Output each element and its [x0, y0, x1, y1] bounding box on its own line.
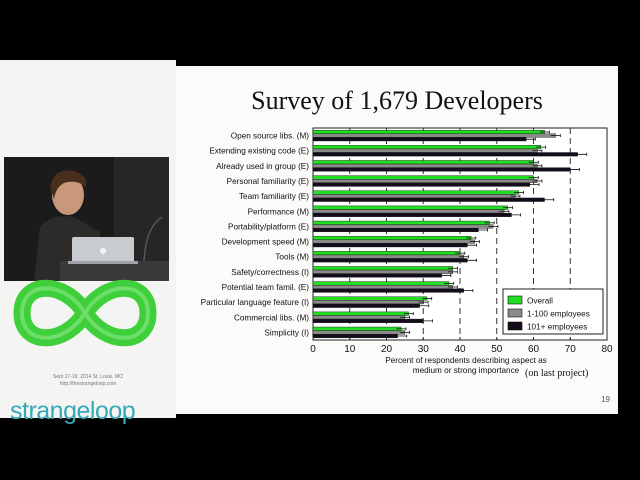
bar	[312, 318, 424, 323]
bar	[312, 243, 468, 248]
category-label: Team familiarity (E)	[239, 192, 309, 201]
strangeloop-infinity-logo	[13, 279, 157, 347]
legend-label: Overall	[527, 297, 553, 306]
speaker-hair	[50, 170, 87, 199]
conference-sidebar: ● strangeloop Sept 17-19, 2014 St. Louis…	[0, 60, 176, 425]
bar	[312, 133, 556, 138]
bar	[312, 148, 538, 153]
bar	[312, 303, 420, 308]
bar	[312, 137, 527, 142]
bar	[312, 205, 508, 210]
bar	[312, 239, 475, 244]
bar	[312, 330, 406, 335]
bar	[312, 254, 464, 259]
bar	[312, 273, 442, 278]
legend-label: 1-100 employees	[527, 310, 590, 319]
bar	[312, 284, 453, 289]
category-label: Potential team famil. (E)	[222, 283, 310, 292]
x-tick-label: 60	[528, 344, 540, 355]
event-dates-location: Sept 17-19, 2014 St. Louis, MO	[52, 374, 124, 380]
bar	[312, 296, 428, 301]
category-label: Simplicity (I)	[264, 328, 309, 337]
category-label: Already used in group (E)	[216, 162, 309, 171]
category-label: Portability/platform (E)	[228, 222, 309, 231]
slide-number: 19	[601, 395, 610, 404]
bar	[312, 212, 512, 217]
x-tick-label: 50	[491, 344, 503, 355]
x-tick-label: 20	[381, 344, 393, 355]
bar	[312, 326, 402, 331]
bar	[312, 334, 398, 339]
category-label: Extending existing code (E)	[209, 147, 309, 156]
category-label: Development speed (M)	[222, 238, 310, 247]
bar	[312, 178, 538, 183]
event-url[interactable]: http://thestrangeloop.com	[59, 381, 117, 387]
bar	[312, 152, 578, 157]
bar	[312, 281, 450, 286]
x-tick-label: 40	[454, 344, 466, 355]
legend-label: 101+ employees	[527, 323, 587, 332]
bar	[312, 224, 494, 229]
bar	[312, 300, 424, 305]
bar	[312, 194, 516, 199]
bar	[312, 288, 464, 293]
category-label: Particular language feature (I)	[201, 298, 310, 307]
x-tick-label: 80	[601, 344, 613, 355]
slide-annotation: (on last project)	[525, 368, 588, 379]
bar	[312, 311, 409, 316]
category-label: Tools (M)	[275, 253, 309, 262]
bar	[312, 167, 571, 172]
legend-swatch	[507, 295, 523, 305]
category-label: Open source libs. (M)	[231, 132, 310, 141]
bar	[312, 266, 453, 271]
bar	[312, 175, 534, 180]
bar	[312, 258, 468, 263]
bar	[312, 182, 531, 187]
x-tick-label: 30	[418, 344, 430, 355]
survey-bar-chart: Open source libs. (M) Extending existing …	[201, 127, 613, 379]
presentation-slide: Survey of 1,679 Developers Open source l…	[176, 66, 618, 414]
legend-swatch	[507, 321, 523, 331]
bar	[312, 228, 479, 233]
legend-swatch	[507, 308, 523, 318]
bar	[312, 209, 505, 214]
bar	[312, 235, 472, 240]
bar	[312, 163, 538, 168]
bar	[312, 190, 520, 195]
bar	[312, 129, 545, 134]
x-axis-label: medium or strong importance	[413, 366, 520, 375]
x-tick-label: 70	[565, 344, 577, 355]
bar	[312, 197, 545, 202]
category-label: Commercial libs. (M)	[234, 313, 309, 322]
bar	[312, 145, 542, 150]
category-label: Safety/correctness (I)	[231, 268, 309, 277]
microphone	[143, 216, 163, 262]
x-tick-label: 0	[310, 344, 316, 355]
x-tick-label: 10	[344, 344, 356, 355]
bar	[312, 220, 490, 225]
bar	[312, 251, 461, 256]
speaker-video: ●	[4, 157, 169, 281]
speaker-scene: ●	[4, 157, 169, 281]
slide-title: Survey of 1,679 Developers	[251, 86, 543, 115]
category-label: Personal familiarity (E)	[227, 177, 310, 186]
bar	[312, 269, 453, 274]
podium	[60, 261, 169, 281]
category-label: Performance (M)	[248, 207, 310, 216]
x-axis-label: Percent of respondents describing aspect…	[385, 356, 547, 365]
bar	[312, 315, 406, 320]
laptop	[72, 237, 134, 263]
logo-wordmark: strangeloop	[10, 397, 136, 425]
bar	[312, 160, 534, 165]
apple-logo-icon: ●	[100, 246, 107, 255]
